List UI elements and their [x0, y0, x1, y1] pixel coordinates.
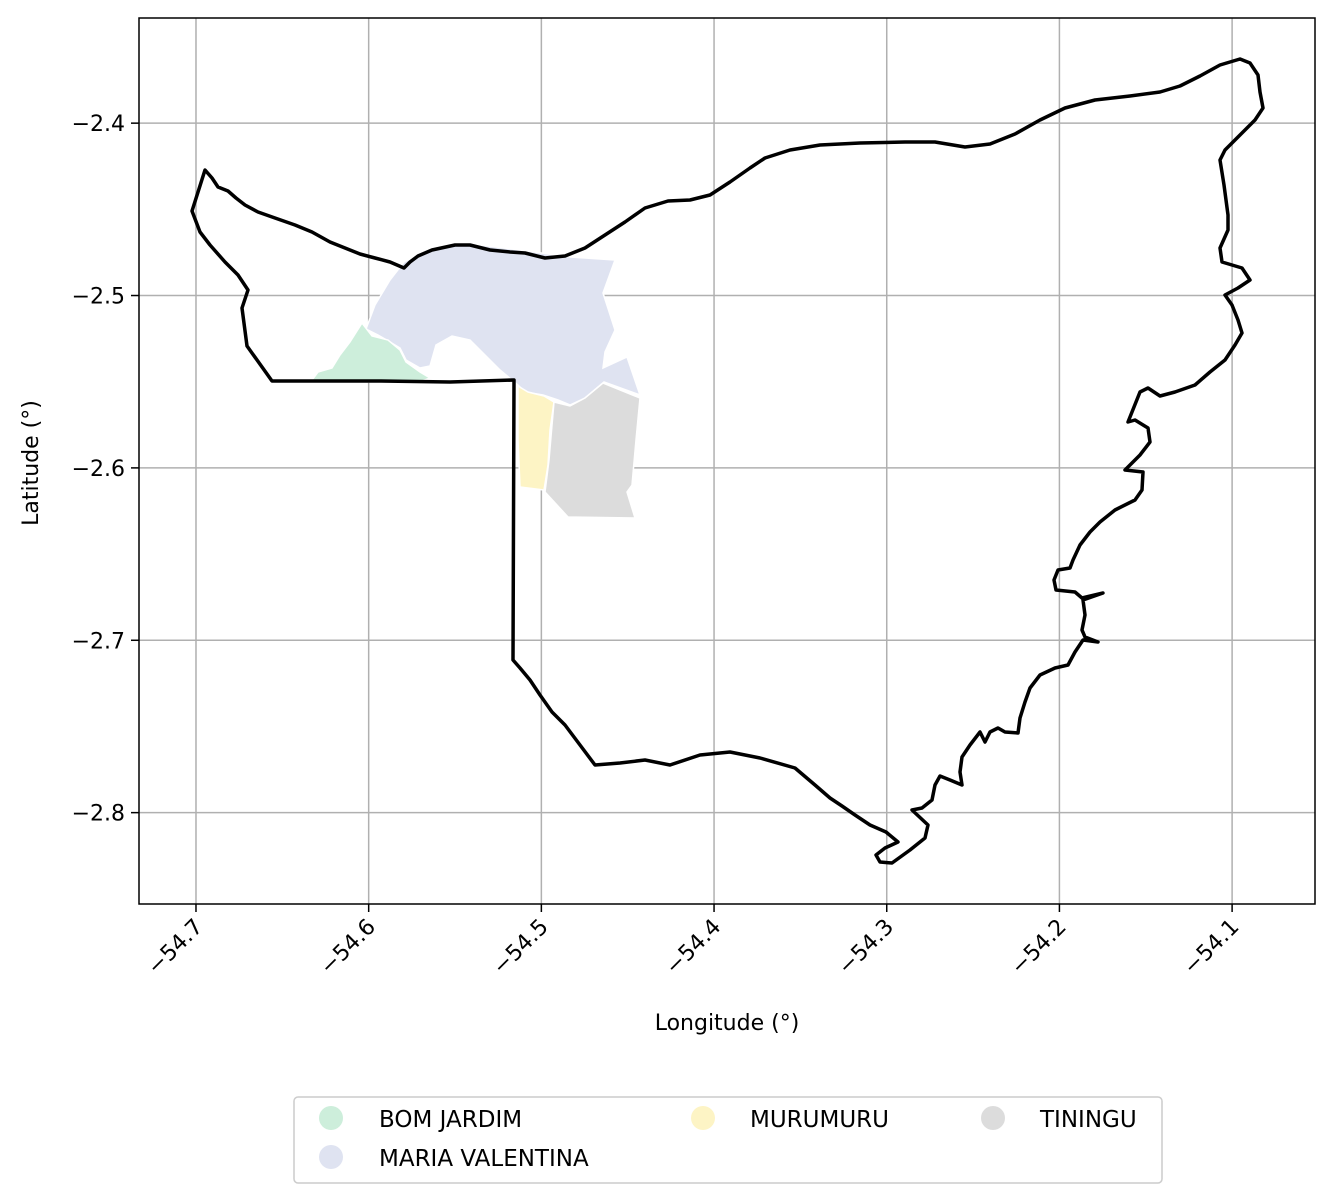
plot-area: [139, 18, 1315, 904]
x-tick-label: −54.2: [1006, 915, 1071, 980]
legend-label-maria-valentina: MARIA VALENTINA: [379, 1146, 589, 1172]
x-tick-label: −54.3: [834, 915, 899, 980]
legend-frame: [293, 1096, 1163, 1184]
x-tick-label: −54.6: [316, 915, 381, 980]
x-tick-label: −54.4: [661, 915, 726, 980]
plot-frame: [138, 17, 1316, 905]
x-tick-label: −54.7: [143, 915, 208, 980]
legend-label-bom-jardim: BOM JARDIM: [379, 1107, 522, 1133]
region-murumuru: [517, 384, 555, 491]
legend-marker-tiningu: [981, 1106, 1005, 1130]
x-tick-label: −54.5: [488, 915, 553, 980]
x-tick-label: −54.1: [1179, 915, 1244, 980]
x-axis-label: Longitude (°): [655, 1011, 800, 1036]
municipality-boundary: [190, 57, 1265, 865]
legend-marker-murumuru: [691, 1106, 715, 1130]
y-axis-label: Latitude (°): [19, 400, 44, 526]
legend-label-tiningu: TININGU: [1039, 1107, 1137, 1133]
regions-layer: [310, 242, 642, 519]
legend-marker-bom-jardim: [319, 1106, 343, 1130]
grid-lines: [139, 18, 1315, 904]
y-tick-label: −2.4: [72, 112, 125, 137]
legend-marker-maria-valentina: [319, 1145, 343, 1169]
y-tick-label: −2.8: [72, 802, 125, 827]
legend: BOM JARDIM MARIA VALENTINA MURUMURU TINI…: [293, 1096, 1163, 1184]
legend-label-murumuru: MURUMURU: [750, 1107, 889, 1133]
y-tick-label: −2.7: [72, 629, 125, 654]
region-tiningu: [544, 382, 641, 519]
y-tick-label: −2.6: [72, 457, 125, 482]
y-tick-label: −2.5: [72, 285, 125, 310]
